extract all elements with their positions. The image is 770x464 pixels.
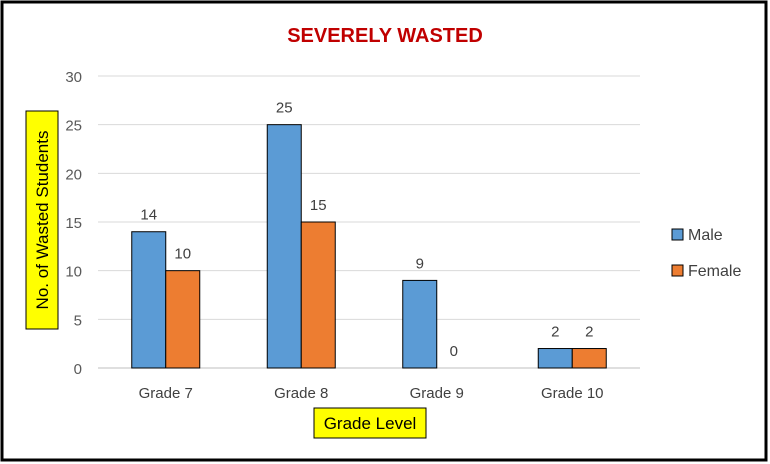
legend-label-female: Female bbox=[688, 263, 741, 280]
data-label: 0 bbox=[450, 343, 458, 360]
legend-swatch-male bbox=[671, 228, 684, 241]
data-label: 2 bbox=[551, 324, 559, 341]
y-tick-label: 15 bbox=[65, 215, 82, 232]
bar-female bbox=[571, 348, 607, 369]
data-label: 25 bbox=[276, 100, 293, 117]
bar-male bbox=[266, 124, 302, 369]
data-label: 9 bbox=[416, 255, 424, 272]
data-labels: 14 10 25 15 9 0 2 2 bbox=[140, 100, 593, 360]
data-label: 2 bbox=[585, 324, 593, 341]
x-axis-ticks: Grade 7 Grade 8 Grade 9 Grade 10 bbox=[139, 385, 604, 402]
x-axis-label: Grade Level bbox=[324, 414, 417, 433]
legend: Male Female bbox=[671, 227, 741, 280]
x-axis-label-box: Grade Level bbox=[313, 407, 427, 439]
y-tick-label: 25 bbox=[65, 118, 82, 135]
legend-label-male: Male bbox=[688, 227, 723, 244]
chart-title: SEVERELY WASTED bbox=[287, 25, 483, 47]
y-tick-label: 5 bbox=[74, 312, 82, 329]
y-tick-label: 20 bbox=[65, 166, 82, 183]
data-label: 10 bbox=[174, 246, 191, 263]
data-label: 15 bbox=[310, 197, 327, 214]
bar-female bbox=[165, 270, 201, 369]
x-tick-label: Grade 7 bbox=[139, 385, 193, 402]
bar-male bbox=[131, 231, 167, 369]
y-axis-label-box: No. of Wasted Students bbox=[25, 110, 59, 330]
x-tick-label: Grade 8 bbox=[274, 385, 328, 402]
x-axis-label-highlight bbox=[313, 407, 427, 439]
bar-male bbox=[537, 348, 573, 369]
x-tick-label: Grade 10 bbox=[541, 385, 604, 402]
y-tick-label: 10 bbox=[65, 264, 82, 281]
y-axis-label-highlight bbox=[25, 110, 59, 330]
data-label: 14 bbox=[140, 207, 157, 224]
y-tick-label: 30 bbox=[65, 69, 82, 86]
y-tick-label: 0 bbox=[74, 361, 82, 378]
bars bbox=[131, 124, 607, 369]
x-tick-label: Grade 9 bbox=[410, 385, 464, 402]
y-axis-ticks: 0 5 10 15 20 25 30 bbox=[65, 69, 82, 378]
bar-female bbox=[300, 221, 336, 369]
bar-male bbox=[402, 279, 438, 369]
legend-swatch-female bbox=[671, 264, 684, 277]
y-axis-label: No. of Wasted Students bbox=[33, 131, 52, 310]
